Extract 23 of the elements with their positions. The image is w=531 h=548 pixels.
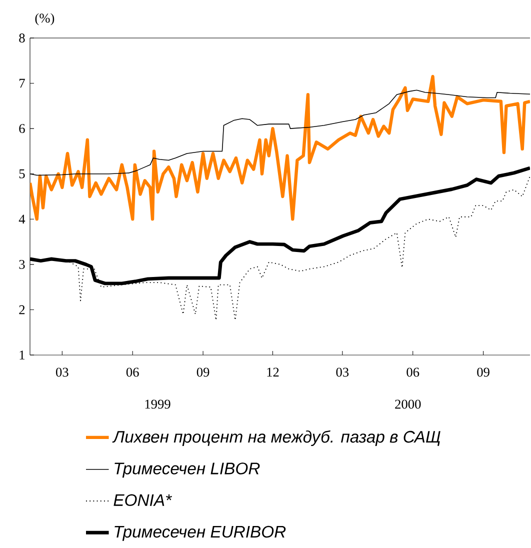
legend-label: EONIA*	[114, 494, 172, 506]
x-tick-label: 12	[267, 368, 279, 377]
y-tick-label: 2	[19, 305, 25, 314]
y-tick-label: 4	[18, 214, 26, 224]
y-tick-label: 1	[20, 350, 24, 360]
x-tick-label: 09	[196, 368, 210, 377]
y-tick-label: 5	[19, 169, 25, 178]
text: 1999	[145, 400, 170, 409]
y-tick-label: 8	[19, 34, 25, 42]
y-tick-label: 7	[20, 78, 25, 88]
x-tick-label: 06	[406, 368, 420, 377]
legend-label: Тримесечен EURIBOR	[114, 526, 286, 541]
x-tick-label: 03	[56, 368, 68, 377]
text: 2000	[395, 400, 421, 409]
legend-label: Лихвен процент на междуб. пазар в САЩ	[112, 430, 440, 446]
y-tick-label: 3	[19, 260, 25, 269]
y-tick-label: 6	[19, 124, 25, 134]
x-tick-label: 06	[126, 368, 139, 377]
x-tick-label: 09	[477, 368, 490, 377]
line-series	[30, 74, 530, 221]
y-axis-title: (%)	[35, 13, 54, 26]
legend-label: Тримесечен LIBOR	[114, 462, 260, 478]
x-tick-label: 03	[336, 368, 349, 377]
